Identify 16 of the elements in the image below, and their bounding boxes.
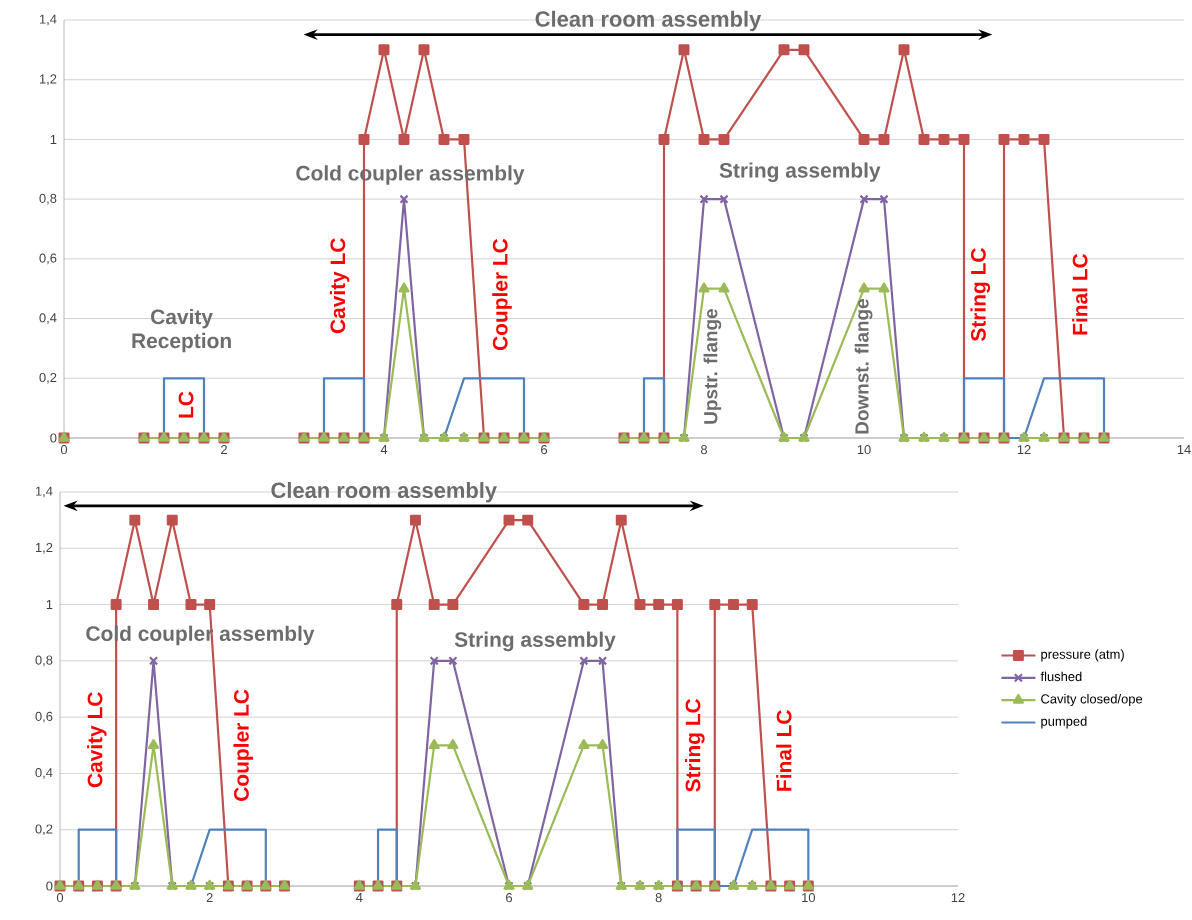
annotation: Final LC [776,710,792,791]
annotation: Coupler LC [492,238,512,351]
annotation: Cavity LC [87,692,107,788]
annotation: String assembly [719,162,881,182]
annotation: Cavity Reception [132,308,231,353]
annotation: Final LC [1072,253,1088,335]
annotation: String LC [970,248,991,342]
annotation: String assembly [454,631,616,652]
annotation: LC [178,391,194,418]
annotation: Upstr. flange [703,309,722,424]
annotation: Coupler LC [233,689,253,801]
annotation: String LC [685,698,705,792]
annotation: Cavity LC [329,238,350,334]
annotation: Downst. flange [854,299,873,434]
annotation: Clean room assembly [271,481,497,503]
annotation: Clean room assembly [535,10,762,32]
